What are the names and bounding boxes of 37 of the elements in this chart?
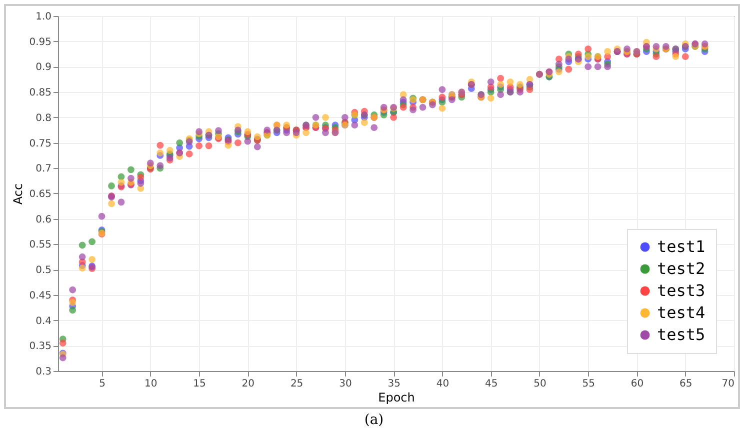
legend-label: test5 [657, 325, 706, 344]
x-tick-label: 70 [722, 378, 734, 390]
y-tick-label: 0.65 [29, 189, 52, 200]
y-tick-label: 0.95 [29, 36, 52, 48]
y-tick-label: 0.5 [36, 265, 52, 276]
y-tick-label: 0.6 [36, 214, 52, 226]
y-tick-label: 1.0 [36, 12, 52, 22]
y-tick-label: 0.55 [29, 240, 52, 251]
x-tick-label: 55 [582, 378, 595, 390]
x-tick-label: 65 [680, 378, 692, 390]
x-tick-label: 60 [630, 378, 644, 390]
x-tick-label: 20 [242, 378, 255, 390]
y-tick-label: 0.4 [36, 316, 52, 327]
text: (a) [363, 412, 385, 428]
legend-label: test3 [657, 281, 706, 300]
x-tick-label: 30 [339, 378, 352, 390]
legend-label: test4 [657, 303, 706, 322]
x-tick-label: 5 [99, 378, 106, 390]
y-tick-label: 0.9 [36, 62, 52, 74]
legend-label: test1 [657, 237, 706, 256]
x-axis-title: Epoch [378, 390, 415, 404]
x-tick-label: 10 [144, 378, 158, 390]
x-tick-label: 45 [484, 378, 498, 390]
y-tick-label: 0.85 [29, 88, 52, 99]
y-tick-label: 0.7 [36, 164, 52, 175]
x-tick-label: 40 [436, 378, 450, 390]
x-tick-label: 50 [534, 378, 546, 390]
y-tick-label: 0.8 [36, 112, 52, 124]
y-tick-label: 0.45 [29, 290, 52, 302]
y-tick-label: 0.75 [29, 138, 52, 150]
x-tick-label: 25 [290, 378, 304, 390]
y-tick-label: 0.35 [29, 341, 52, 352]
legend-label: test2 [657, 259, 706, 278]
x-tick-label: 35 [388, 378, 400, 390]
x-tick-label: 15 [193, 378, 206, 390]
y-tick-label: 0.3 [36, 366, 52, 378]
y-axis-title: Acc [11, 183, 26, 205]
